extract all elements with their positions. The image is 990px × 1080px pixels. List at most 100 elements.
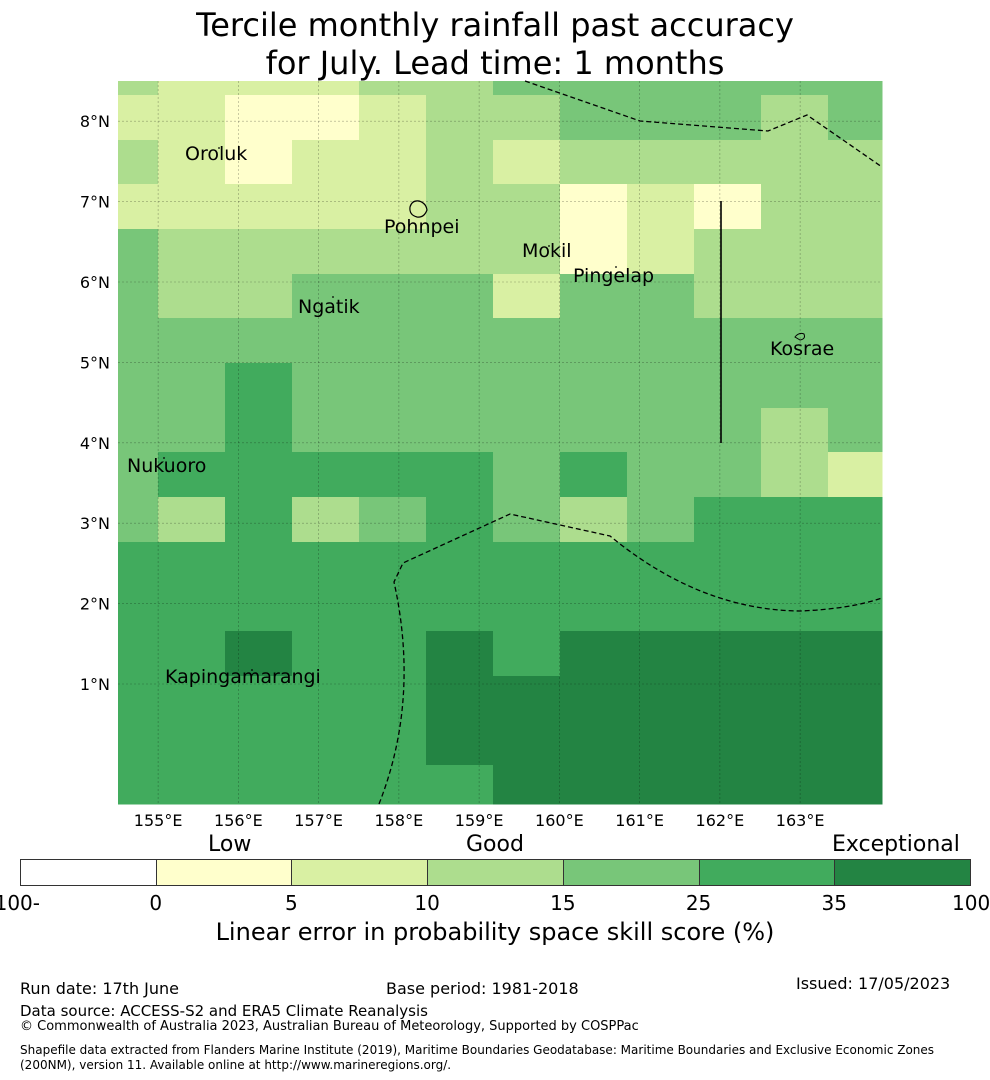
atoll-dot xyxy=(218,147,220,149)
place-label-pingelap: Pingelap xyxy=(573,265,654,287)
lat-tick-label: 2°N xyxy=(80,595,110,614)
grid-cell xyxy=(292,318,360,364)
grid-cell xyxy=(560,184,628,230)
grid-cell xyxy=(627,140,695,185)
grid-cell xyxy=(828,318,883,364)
lon-tick-label: 160°E xyxy=(535,811,584,830)
grid-cell xyxy=(694,140,762,185)
grid-cell xyxy=(118,676,159,722)
grid-cell xyxy=(225,140,293,185)
lat-tick-label: 3°N xyxy=(80,514,110,533)
rainfall-accuracy-map: 155°E 156°E 157°E 158°E 159°E 160°E 161°E 162°E… xyxy=(80,80,883,830)
grid-cell xyxy=(225,542,293,588)
grid-cell xyxy=(560,95,628,141)
grid-cell xyxy=(761,95,829,141)
place-label-pohnpei: Pohnpei xyxy=(384,216,460,238)
lat-tick-label: 7°N xyxy=(80,193,110,212)
grid-cell xyxy=(292,765,360,805)
grid-cell xyxy=(118,497,159,543)
grid-cell xyxy=(359,274,427,319)
grid-cell xyxy=(118,81,159,96)
grid-cell xyxy=(118,318,159,364)
grid-cell xyxy=(118,363,159,409)
grid-cell xyxy=(493,587,561,632)
colorbar-swatch xyxy=(20,859,157,886)
grid-cell xyxy=(694,676,762,722)
grid-cell xyxy=(118,408,159,453)
grid-cell xyxy=(225,274,293,319)
grid-cell xyxy=(292,81,360,96)
grid-cell xyxy=(359,587,427,632)
grid-cell xyxy=(426,95,494,141)
grid-cell xyxy=(694,318,762,364)
colorbar-tick-label: 35 xyxy=(821,891,848,915)
grid-cell xyxy=(828,95,883,141)
grid-cell xyxy=(118,229,159,275)
grid-cell xyxy=(761,184,829,230)
grid-cell xyxy=(761,318,829,364)
grid-cell xyxy=(292,542,360,588)
atoll-dot xyxy=(548,245,550,247)
grid-cell xyxy=(694,229,762,275)
grid-cell xyxy=(225,721,293,766)
place-label-nukuoro: Nukuoro xyxy=(127,455,206,477)
grid-cell xyxy=(158,676,226,722)
atoll-dot xyxy=(163,457,165,459)
grid-cell xyxy=(225,631,293,677)
grid-cell xyxy=(225,408,293,453)
atoll-dot xyxy=(615,266,617,268)
grid-cell xyxy=(694,408,762,453)
run-date: Run date: 17th June xyxy=(20,979,180,998)
grid-cell xyxy=(761,765,829,805)
grid-cell xyxy=(426,676,494,722)
grid-cell xyxy=(493,452,561,498)
colorbar-label-exceptional: Exceptional xyxy=(832,832,960,857)
grid-cell xyxy=(359,631,427,677)
grid-cell xyxy=(493,631,561,677)
grid-cell xyxy=(118,721,159,766)
grid-cell xyxy=(761,676,829,722)
grid-cell xyxy=(292,229,360,275)
grid-cell xyxy=(426,452,494,498)
grid-cell xyxy=(828,81,883,96)
grid-cell xyxy=(560,81,628,96)
grid-cell xyxy=(560,765,628,805)
grid-cell xyxy=(118,765,159,805)
grid-cell xyxy=(359,765,427,805)
grid-cell xyxy=(292,497,360,543)
grid-cell xyxy=(426,318,494,364)
grid-cell xyxy=(158,497,226,543)
place-label-kosrae: Kosrae xyxy=(770,338,834,360)
grid-cell xyxy=(493,408,561,453)
lat-tick-label: 4°N xyxy=(80,434,110,453)
grid-cell xyxy=(627,184,695,230)
grid-cell xyxy=(761,81,829,96)
grid-cell xyxy=(761,587,829,632)
atoll-dot xyxy=(332,296,334,298)
grid-cell xyxy=(426,363,494,409)
colorbar-label-good: Good xyxy=(466,832,524,857)
grid-cell xyxy=(627,765,695,805)
lon-tick-label: 158°E xyxy=(375,811,424,830)
grid-cell xyxy=(292,721,360,766)
place-label-kapingamarangi: Kapingamarangi xyxy=(165,666,321,688)
grid-cell xyxy=(292,274,360,319)
grid-cell xyxy=(426,587,494,632)
colorbar-title: Linear error in probability space skill … xyxy=(215,918,775,946)
colorbar-swatch xyxy=(155,859,293,886)
grid-cell xyxy=(225,363,293,409)
grid-cell xyxy=(225,318,293,364)
grid-cell xyxy=(761,721,829,766)
grid-cell xyxy=(694,765,762,805)
grid-cell xyxy=(426,765,494,805)
grid-cell xyxy=(560,631,628,677)
grid-cell xyxy=(359,408,427,453)
grid-cell xyxy=(761,497,829,543)
grid-cell xyxy=(694,631,762,677)
grid-cell xyxy=(225,765,293,805)
grid-cell xyxy=(292,408,360,453)
kosrae-island-outline xyxy=(794,332,805,341)
shapefile-credit-line-2: (200NM), version 11. Available online at… xyxy=(20,1058,452,1072)
grid-cell xyxy=(359,140,427,185)
grid-cell xyxy=(158,184,226,230)
